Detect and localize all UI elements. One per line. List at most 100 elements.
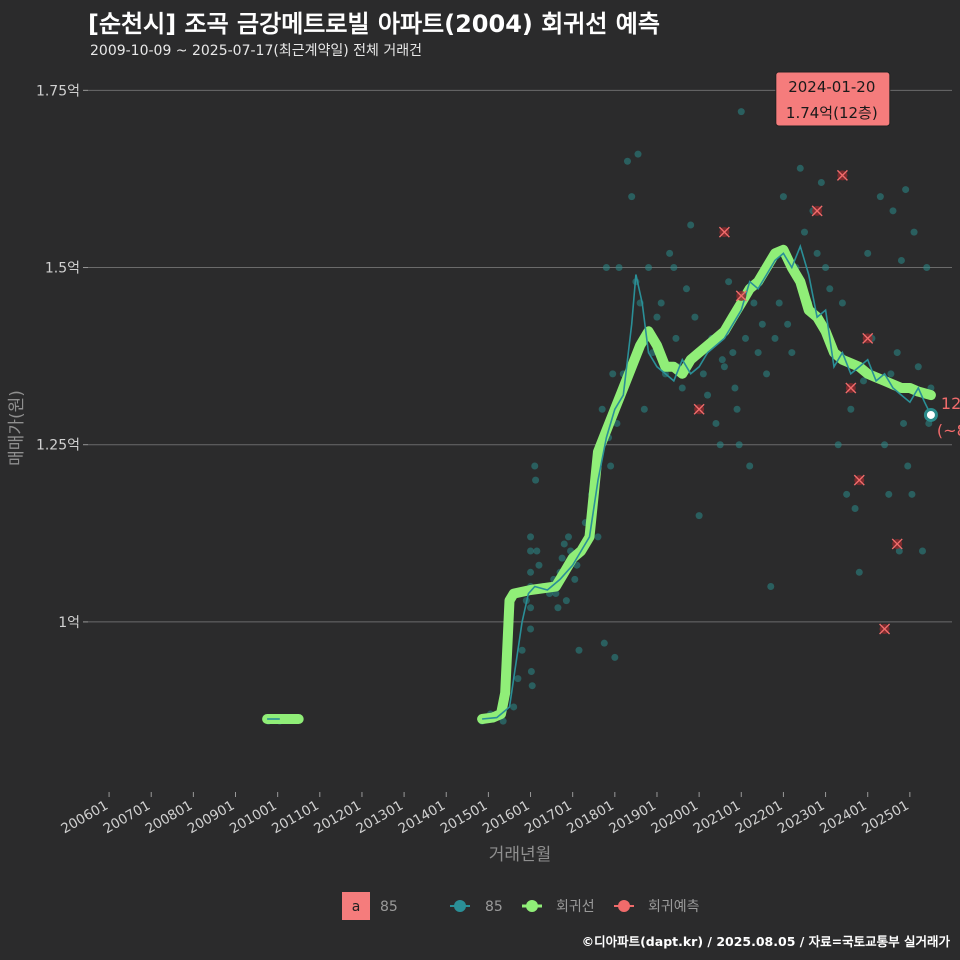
y-axis: 1억 1.25억 1.5억 1.75억	[36, 83, 88, 631]
legend-label-85: 85	[485, 899, 503, 915]
data-point-85	[900, 419, 908, 427]
data-point-85	[510, 703, 518, 711]
data-point-85	[699, 370, 707, 378]
predict-cross	[862, 332, 874, 344]
data-point-85	[758, 320, 766, 328]
data-point-85	[843, 490, 851, 498]
data-point-85	[716, 441, 724, 449]
data-point-85	[640, 405, 648, 413]
data-point-85	[775, 299, 783, 307]
data-point-85	[598, 405, 606, 413]
predict-cross	[836, 169, 848, 181]
data-point-85	[615, 264, 623, 272]
data-point-85	[533, 547, 541, 555]
x-tick-label: 201701	[522, 798, 575, 838]
data-point-85	[725, 278, 733, 286]
legend-label-regression: 회귀선	[556, 899, 595, 915]
data-point-85	[672, 334, 680, 342]
x-tick-label: 202301	[775, 798, 828, 838]
y-tick-label: 1억	[58, 615, 80, 631]
regression-line	[477, 244, 936, 724]
data-point-85	[666, 249, 674, 257]
data-point-85	[527, 547, 535, 555]
data-point-85	[817, 178, 825, 186]
data-point-85	[902, 186, 910, 194]
last-price-value: 12,920	[941, 394, 960, 413]
data-point-85	[826, 285, 834, 293]
x-tick-label: 201001	[227, 798, 280, 838]
legend-key-letter: a	[352, 899, 361, 915]
x-tick-label: 201301	[353, 798, 406, 838]
predict-cross	[735, 290, 747, 302]
data-point-85	[562, 597, 570, 605]
data-point-85	[918, 547, 926, 555]
x-tick-label: 201601	[480, 798, 533, 838]
data-point-85	[602, 264, 610, 272]
data-point-85	[532, 476, 540, 484]
data-point-85	[859, 377, 867, 385]
data-point-85	[704, 391, 712, 399]
predict-cross	[811, 205, 823, 217]
data-point-85	[729, 349, 737, 357]
data-point-85	[560, 540, 568, 548]
x-tick-label: 202201	[733, 798, 786, 838]
data-point-85	[914, 363, 922, 371]
data-point-85	[720, 363, 728, 371]
y-tick-label: 1.25억	[36, 438, 80, 454]
data-point-85	[499, 717, 507, 725]
data-point-85	[767, 582, 775, 590]
predict-cross	[718, 226, 730, 238]
annotation-layer: 2024-01-20 1.74억(12층) 12,920 (~85㎡)	[775, 71, 960, 440]
x-tick-label: 200701	[101, 798, 154, 838]
data-point-85	[611, 653, 619, 661]
data-point-85	[691, 313, 699, 321]
predict-cross	[891, 538, 903, 550]
x-tick-label: 201401	[396, 798, 449, 838]
legend-label-predict: 회귀예측	[648, 899, 700, 915]
data-point-85	[779, 193, 787, 201]
x-tick-label: 201901	[606, 798, 659, 838]
source-caption: ©디아파트(dapt.kr) / 2025.08.05 / 자료=국토교통부 실…	[581, 934, 950, 949]
predict-cross	[693, 403, 705, 415]
data-point-85	[527, 533, 535, 541]
scatter-layer	[264, 93, 935, 725]
data-point-85	[784, 320, 792, 328]
data-point-85	[623, 157, 631, 165]
data-point-85	[527, 604, 535, 612]
x-tick-label: 201501	[438, 798, 491, 838]
legend-key-a	[342, 892, 370, 920]
legend-key-text: 85	[380, 899, 398, 915]
data-point-85	[788, 349, 796, 357]
data-point-85	[600, 639, 608, 647]
data-point-85	[923, 264, 931, 272]
data-point-85	[855, 568, 863, 576]
data-point-85	[645, 264, 653, 272]
x-tick-label: 202401	[817, 798, 870, 838]
data-point-85	[851, 505, 859, 513]
data-point-85	[741, 334, 749, 342]
data-point-85	[910, 228, 918, 236]
data-point-85	[887, 370, 895, 378]
y-tick-label: 1.5억	[45, 261, 80, 277]
last-price-marker	[923, 407, 938, 422]
legend-item-predict: 회귀예측	[614, 899, 700, 915]
data-point-85	[594, 533, 602, 541]
data-point-85	[528, 682, 536, 690]
data-point-85	[876, 193, 884, 201]
data-point-85	[682, 285, 690, 293]
data-point-85	[678, 384, 686, 392]
data-point-85	[535, 561, 543, 569]
data-point-85	[558, 554, 566, 562]
data-point-85	[893, 349, 901, 357]
data-point-85	[822, 264, 830, 272]
x-tick-label: 202101	[691, 798, 744, 838]
data-point-85	[737, 108, 745, 116]
data-point-85	[531, 462, 539, 470]
predict-cross	[879, 623, 891, 635]
x-tick-label: 200801	[143, 798, 196, 838]
data-point-85	[687, 221, 695, 229]
data-point-85	[718, 356, 726, 364]
x-tick-label: 201201	[311, 798, 364, 838]
data-point-85	[712, 419, 720, 427]
